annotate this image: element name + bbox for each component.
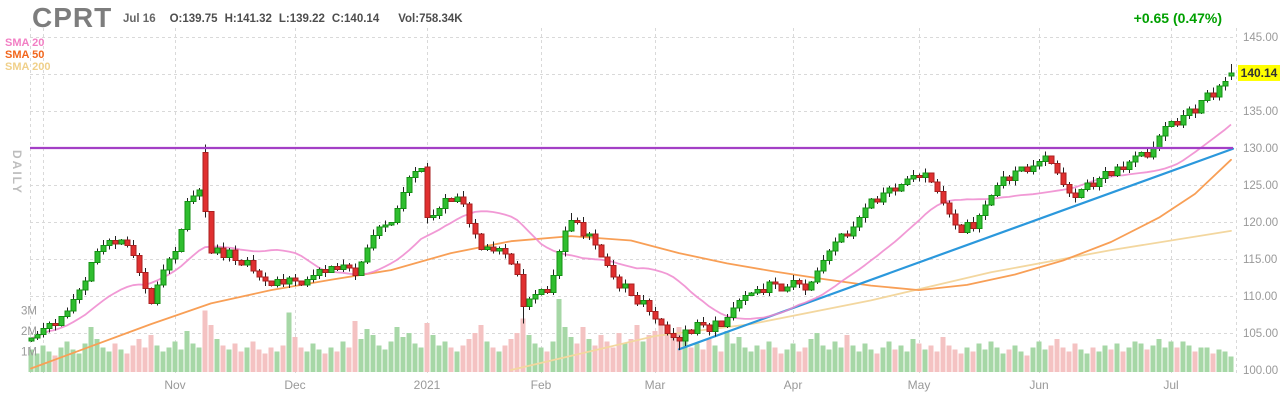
quote-header: Jul 16 O:139.75 H:141.32 L:139.22 C:140.… [123, 13, 463, 25]
sma-legend: SMA 20 SMA 50 SMA 200 [5, 37, 50, 73]
candles [28, 64, 1235, 351]
x-axis-label: Jul [1163, 378, 1178, 392]
price-change: +0.65 (0.47%) [1133, 10, 1222, 26]
quote-volume: Vol:758.34K [398, 13, 463, 25]
y-axis-label: 135.00 [1243, 106, 1278, 118]
quote-open: O:139.75 [169, 13, 218, 25]
sma20-line [30, 123, 1232, 340]
x-axis-label: Apr [784, 378, 803, 392]
ticker-symbol: CPRT [32, 2, 113, 33]
y-axis-label: 130.00 [1243, 143, 1278, 155]
x-axis: Nov Dec 2021 Feb Mar Apr May Jun Jul [164, 378, 1178, 392]
volume-axis: 3M 2M 1M [21, 306, 37, 359]
quote-low: L:139.22 [278, 13, 325, 25]
volume-bars [28, 299, 1234, 372]
y-axis: 145.00 135.00 130.00 125.00 120.00 115.00 110.… [1243, 32, 1278, 377]
y-axis-label: 100.00 [1243, 365, 1278, 377]
svg-text:140.14: 140.14 [1241, 66, 1278, 80]
sma50-line [30, 158, 1232, 370]
x-axis-label: Feb [531, 378, 552, 392]
x-axis-label: Jun [1029, 378, 1048, 392]
legend-item-sma50: SMA 50 [5, 49, 45, 61]
quote-high: H:141.32 [224, 13, 272, 25]
y-axis-label: 125.00 [1243, 180, 1278, 192]
x-axis-label: Mar [645, 378, 666, 392]
sma200-line [510, 230, 1232, 371]
volume-axis-label: 1M [21, 347, 37, 359]
x-axis-label: May [908, 378, 931, 392]
x-axis-label: Dec [284, 378, 305, 392]
quote-date: Jul 16 [123, 13, 156, 25]
x-axis-label: 2021 [414, 378, 441, 392]
y-axis-label: 120.00 [1243, 217, 1278, 229]
timeframe-label: DAILY [10, 150, 24, 195]
y-axis-label: 145.00 [1243, 32, 1278, 44]
volume-axis-label: 3M [21, 306, 37, 318]
y-axis-label: 105.00 [1243, 328, 1278, 340]
legend-item-sma200: SMA 200 [5, 61, 51, 73]
trendline [677, 147, 1235, 351]
gridlines [30, 28, 1237, 374]
volume-axis-label: 2M [21, 326, 37, 338]
x-axis-label: Nov [164, 378, 185, 392]
last-price-tag: 140.14 [1238, 64, 1280, 81]
y-axis-label: 115.00 [1243, 254, 1277, 266]
quote-close: C:140.14 [331, 13, 380, 25]
y-axis-label: 110.00 [1243, 291, 1277, 303]
legend-item-sma20: SMA 20 [5, 37, 45, 49]
